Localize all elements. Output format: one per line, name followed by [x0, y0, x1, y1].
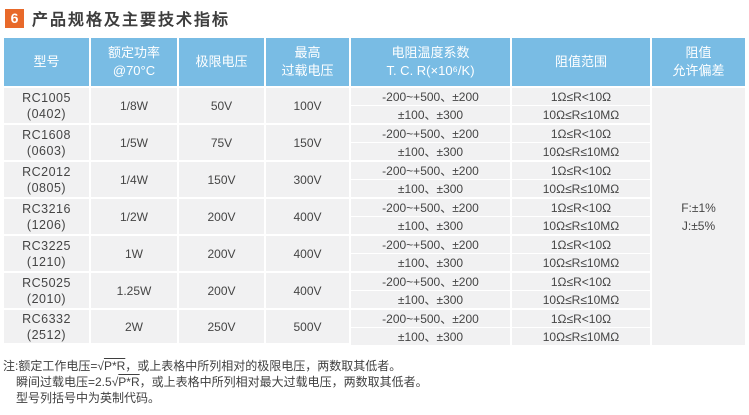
range-cell: 10Ω≤R≤10MΩ: [512, 143, 652, 162]
limit-voltage-cell: 200V: [179, 199, 266, 236]
model-cell: RC1005 (0402): [4, 88, 91, 125]
overload-voltage-cell: 400V: [266, 273, 351, 310]
model-cell: RC1608 (0603): [4, 125, 91, 162]
table-row: RC6332 (2512) 2W 250V 500V -200~+500、±200…: [4, 310, 745, 345]
col-header-tolerance: 阻值 允许偏差: [652, 38, 745, 88]
model-cell: RC2012 (0805): [4, 162, 91, 199]
tcr-cell: -200~+500、±200: [351, 273, 512, 291]
spec-table: 型号 额定功率 @70°C 极限电压 最高 过载电压 电阻温度系数 T. C. R(×…: [4, 38, 745, 345]
range-cell: 10Ω≤R≤10MΩ: [512, 106, 652, 125]
section-title: 6 产品规格及主要技术指标: [5, 6, 230, 30]
page-title: 产品规格及主要技术指标: [32, 12, 231, 29]
table-row: RC2012 (0805) 1/4W 150V 300V -200~+500、±2…: [4, 162, 745, 199]
tcr-cell: ±100、±300: [351, 180, 512, 199]
model-cell: RC5025 (2010): [4, 273, 91, 310]
col-header-rated-power: 额定功率 @70°C: [91, 38, 179, 88]
tcr-cell: ±100、±300: [351, 143, 512, 162]
limit-voltage-cell: 200V: [179, 236, 266, 273]
tcr-cell: ±100、±300: [351, 291, 512, 310]
table-subrow: ±100、±300 10Ω≤R≤10MΩ: [4, 180, 745, 199]
model-cell: RC6332 (2512): [4, 310, 91, 345]
power-cell: 1/8W: [91, 88, 179, 125]
col-header-model: 型号: [4, 38, 91, 88]
range-cell: 10Ω≤R≤10MΩ: [512, 180, 652, 199]
table-subrow: ±100、±300 10Ω≤R≤10MΩ: [4, 254, 745, 273]
power-cell: 1.25W: [91, 273, 179, 310]
tolerance-cell: F:±1% J:±5%: [652, 88, 745, 345]
tcr-cell: ±100、±300: [351, 106, 512, 125]
tcr-cell: -200~+500、±200: [351, 236, 512, 254]
table-subrow: ±100、±300 10Ω≤R≤10MΩ: [4, 106, 745, 125]
header-row: 型号 额定功率 @70°C 极限电压 最高 过载电压 电阻温度系数 T. C. R(×…: [4, 38, 745, 88]
col-header-max-overload-voltage: 最高 过载电压: [266, 38, 351, 88]
sqrt-sign: √: [97, 359, 104, 373]
range-cell: 1Ω≤R<10Ω: [512, 310, 652, 328]
tcr-cell: ±100、±300: [351, 254, 512, 273]
tcr-cell: ±100、±300: [351, 328, 512, 345]
limit-voltage-cell: 200V: [179, 273, 266, 310]
power-cell: 1/5W: [91, 125, 179, 162]
limit-voltage-cell: 250V: [179, 310, 266, 345]
tcr-cell: -200~+500、±200: [351, 310, 512, 328]
table-row: RC1608 (0603) 1/5W 75V 150V -200~+500、±20…: [4, 125, 745, 162]
power-cell: 1/4W: [91, 162, 179, 199]
table-subrow: ±100、±300 10Ω≤R≤10MΩ: [4, 217, 745, 236]
section-number-badge: 6: [5, 8, 24, 28]
range-cell: 1Ω≤R<10Ω: [512, 125, 652, 143]
note-line-3: 型号列括号中为英制代码。: [16, 391, 161, 405]
power-cell: 2W: [91, 310, 179, 345]
footnotes: 注:额定工作电压=√P*R，或上表格中所列相对的极限电压，两数取其低者。 瞬间过…: [3, 358, 428, 406]
table-row: RC5025 (2010) 1.25W 200V 400V -200~+500、±…: [4, 273, 745, 310]
col-header-tcr: 电阻温度系数 T. C. R(×10⁶/K): [351, 38, 512, 88]
model-cell: RC3216 (1206): [4, 199, 91, 236]
range-cell: 10Ω≤R≤10MΩ: [512, 328, 652, 345]
table-subrow: ±100、±300 10Ω≤R≤10MΩ: [4, 291, 745, 310]
power-cell: 1/2W: [91, 199, 179, 236]
note-line-1: 注:额定工作电压=√P*R，或上表格中所列相对的极限电压，两数取其低者。: [3, 359, 402, 373]
range-cell: 1Ω≤R<10Ω: [512, 273, 652, 291]
table-subrow: ±100、±300 10Ω≤R≤10MΩ: [4, 143, 745, 162]
tcr-cell: -200~+500、±200: [351, 199, 512, 217]
overload-voltage-cell: 300V: [266, 162, 351, 199]
table-row: RC3225 (1210) 1W 200V 400V -200~+500、±200…: [4, 236, 745, 273]
col-header-limit-voltage: 极限电压: [179, 38, 266, 88]
tcr-cell: ±100、±300: [351, 217, 512, 236]
table-row: RC3216 (1206) 1/2W 200V 400V -200~+500、±2…: [4, 199, 745, 236]
overload-voltage-cell: 400V: [266, 236, 351, 273]
limit-voltage-cell: 75V: [179, 125, 266, 162]
overload-voltage-cell: 500V: [266, 310, 351, 345]
overload-voltage-cell: 100V: [266, 88, 351, 125]
tcr-cell: -200~+500、±200: [351, 125, 512, 143]
limit-voltage-cell: 150V: [179, 162, 266, 199]
tcr-cell: -200~+500、±200: [351, 88, 512, 106]
range-cell: 1Ω≤R<10Ω: [512, 199, 652, 217]
range-cell: 1Ω≤R<10Ω: [512, 88, 652, 106]
model-cell: RC3225 (1210): [4, 236, 91, 273]
table-row: RC1005 (0402) 1/8W 50V 100V -200~+500、±20…: [4, 88, 745, 345]
range-cell: 10Ω≤R≤10MΩ: [512, 291, 652, 310]
col-header-resistance-range: 阻值范围: [512, 38, 652, 88]
range-cell: 10Ω≤R≤10MΩ: [512, 254, 652, 273]
table-subrow: ±100、±300 10Ω≤R≤10MΩ: [4, 328, 745, 345]
sqrt-sign: √: [111, 375, 119, 389]
note-line-2: 瞬间过载电压=2.5√P*R，或上表格中所列相对最大过载电压，两数取其低者。: [16, 375, 428, 389]
overload-voltage-cell: 150V: [266, 125, 351, 162]
power-cell: 1W: [91, 236, 179, 273]
overload-voltage-cell: 400V: [266, 199, 351, 236]
range-cell: 1Ω≤R<10Ω: [512, 162, 652, 180]
limit-voltage-cell: 50V: [179, 88, 266, 125]
range-cell: 1Ω≤R<10Ω: [512, 236, 652, 254]
tcr-cell: -200~+500、±200: [351, 162, 512, 180]
range-cell: 10Ω≤R≤10MΩ: [512, 217, 652, 236]
